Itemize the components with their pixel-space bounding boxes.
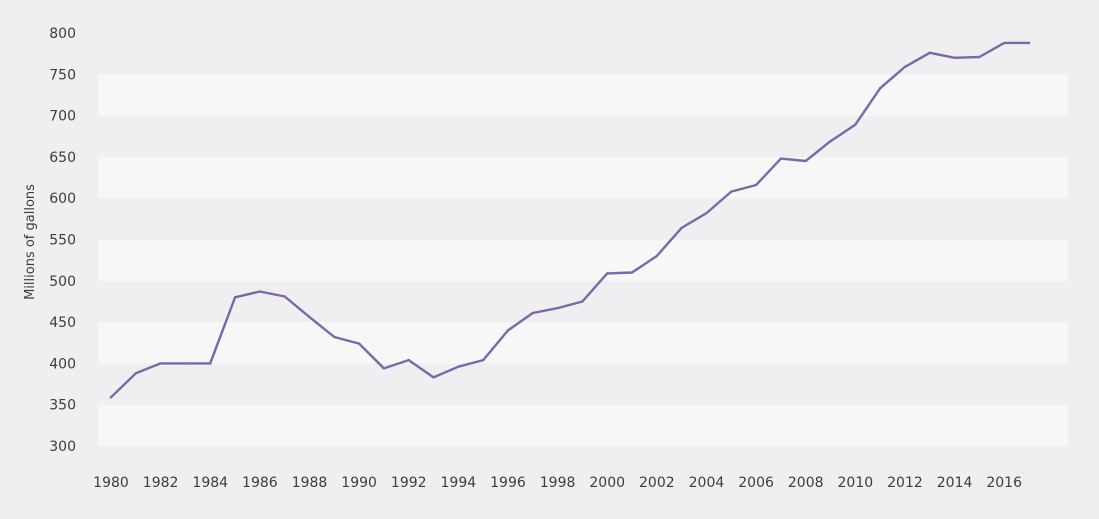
x-tick-label: 2002 (639, 475, 675, 491)
y-axis-ticks: 300 350 400 450 500 550 600 650 700 750 800 (49, 26, 76, 455)
data-point (134, 372, 138, 375)
y-tick-label: 550 (49, 233, 76, 249)
grid-band (98, 404, 1068, 446)
data-point (854, 123, 857, 126)
data-point (754, 183, 758, 187)
x-tick-label: 1992 (391, 475, 427, 491)
y-tick-label: 700 (49, 109, 76, 125)
data-point (159, 362, 162, 365)
data-point (730, 190, 733, 193)
grid-band (98, 74, 1068, 116)
x-tick-label: 2016 (986, 475, 1022, 491)
data-point (705, 211, 708, 215)
data-point (357, 342, 361, 345)
x-tick-label: 2004 (689, 475, 725, 491)
y-tick-label: 800 (49, 26, 76, 42)
data-point (506, 329, 510, 332)
data-point (630, 271, 634, 274)
x-tick-label: 2006 (738, 475, 774, 491)
data-point (655, 254, 659, 258)
grid-band (98, 363, 1068, 405)
y-tick-label: 400 (49, 356, 76, 372)
y-tick-label: 600 (49, 191, 76, 207)
data-point (209, 362, 212, 365)
grid-band (98, 198, 1068, 240)
grid-band (98, 239, 1068, 281)
data-point (903, 65, 907, 69)
y-axis-label: Millions of gallons (23, 184, 38, 300)
data-point (333, 335, 336, 339)
data-point (432, 376, 435, 379)
data-point (457, 365, 460, 368)
data-point (531, 311, 534, 315)
y-tick-label: 300 (49, 439, 76, 455)
data-point (680, 226, 683, 230)
x-tick-label: 1990 (341, 475, 377, 491)
grid-band (98, 156, 1068, 199)
series-line (109, 41, 1031, 399)
data-point (308, 315, 311, 319)
x-tick-label: 1996 (490, 475, 526, 491)
data-point (283, 295, 286, 298)
data-point (109, 396, 113, 399)
x-tick-label: 2014 (937, 475, 973, 491)
grid-band (98, 115, 1068, 157)
x-tick-label: 1984 (192, 475, 228, 491)
data-point (407, 358, 410, 362)
x-tick-label: 2008 (788, 475, 824, 491)
data-point (382, 367, 386, 370)
x-tick-label: 2010 (838, 475, 874, 491)
data-point (184, 362, 187, 365)
data-point (1027, 41, 1031, 45)
x-tick-label: 1986 (242, 475, 278, 491)
x-tick-label: 2012 (887, 475, 923, 491)
data-point (804, 159, 807, 163)
data-point (1002, 41, 1006, 45)
y-tick-label: 350 (49, 398, 76, 414)
y-tick-label: 500 (49, 274, 76, 290)
x-tick-label: 1994 (441, 475, 477, 491)
x-tick-label: 2000 (589, 475, 625, 491)
series-lines (109, 41, 1031, 399)
data-point (829, 140, 832, 143)
y-tick-label: 650 (49, 150, 76, 166)
data-point (928, 51, 931, 55)
x-axis-ticks: 1980 1982 1984 1986 1988 1990 1992 1994 1996 1998… (93, 475, 1022, 491)
data-point (258, 290, 262, 293)
x-tick-label: 1988 (292, 475, 328, 491)
data-point (556, 306, 559, 310)
y-tick-label: 450 (49, 315, 76, 331)
data-point (779, 157, 783, 160)
data-point (953, 56, 956, 59)
grid-band (98, 322, 1068, 364)
data-point (233, 296, 237, 299)
y-tick-label: 750 (49, 67, 76, 83)
data-point (481, 358, 485, 362)
data-point (606, 272, 609, 275)
data-point (581, 300, 584, 303)
data-point (978, 55, 981, 59)
grid-bands (98, 33, 1068, 446)
data-point (878, 87, 882, 90)
x-tick-label: 1982 (143, 475, 179, 491)
grid-band (98, 33, 1068, 75)
x-tick-label: 1980 (93, 475, 129, 491)
x-tick-label: 1998 (540, 475, 576, 491)
